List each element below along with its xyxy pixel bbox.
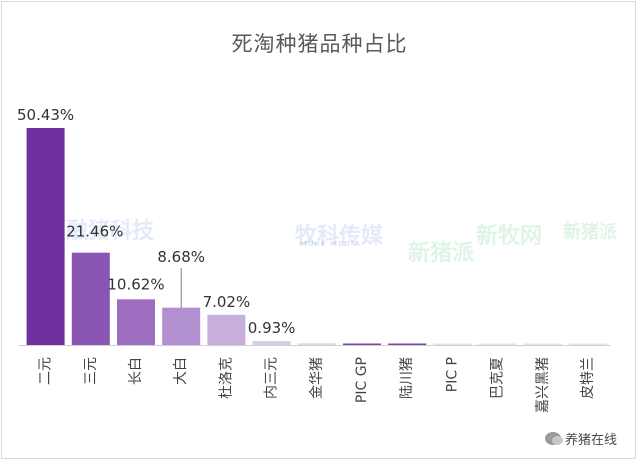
bar [117, 299, 155, 345]
wechat-icon [544, 432, 563, 445]
data-label: 7.02% [203, 293, 251, 311]
watermark-logo: 牧科传媒 [295, 224, 384, 249]
data-label: 10.62% [107, 275, 164, 293]
x-tick-label: 杜洛克 [218, 357, 234, 399]
bar [523, 343, 562, 345]
x-tick-label: 二元 [38, 357, 54, 385]
bar [207, 314, 246, 345]
bar [343, 343, 381, 345]
bar [433, 343, 472, 345]
data-label: 50.43% [17, 106, 74, 124]
bar [569, 343, 607, 345]
x-tick-label: 嘉兴黑猪 [535, 357, 551, 413]
x-tick-label: PIC GP [354, 357, 370, 403]
bar [478, 343, 517, 345]
bar [162, 307, 201, 345]
x-tick-label: 长白 [128, 357, 144, 385]
bar [71, 252, 110, 345]
x-tick-label: 大白 [173, 357, 189, 385]
bar [297, 343, 336, 345]
chart-title: 死淘种猪品种占比 [231, 32, 408, 56]
x-tick-label: 金华猪 [309, 357, 325, 399]
watermark-logo: MUKE MEDIA [300, 240, 361, 248]
bar [252, 340, 291, 345]
watermark-logo: 融猪科技 [66, 219, 155, 244]
watermark-logo: 新牧网 [476, 224, 543, 249]
watermark-logo: 新猪派 [408, 241, 475, 266]
x-tick-label: 皮特兰 [580, 357, 596, 399]
data-label: 0.93% [248, 319, 296, 337]
watermark-logo: 新猪派 [563, 222, 617, 243]
x-tick-label: 三元 [83, 357, 99, 385]
data-label: 21.46% [66, 223, 123, 241]
x-tick-label: 陆川猪 [399, 357, 415, 399]
data-label: 8.68% [157, 248, 205, 266]
x-tick-label: PIC P [444, 357, 460, 392]
x-tick-label: 内三元 [264, 357, 280, 399]
bar [388, 343, 427, 345]
x-tick-label: 巴克夏 [490, 357, 506, 399]
wechat-account-badge: 养猪在线 [544, 429, 617, 448]
account-name: 养猪在线 [564, 433, 617, 448]
bar [26, 128, 65, 345]
